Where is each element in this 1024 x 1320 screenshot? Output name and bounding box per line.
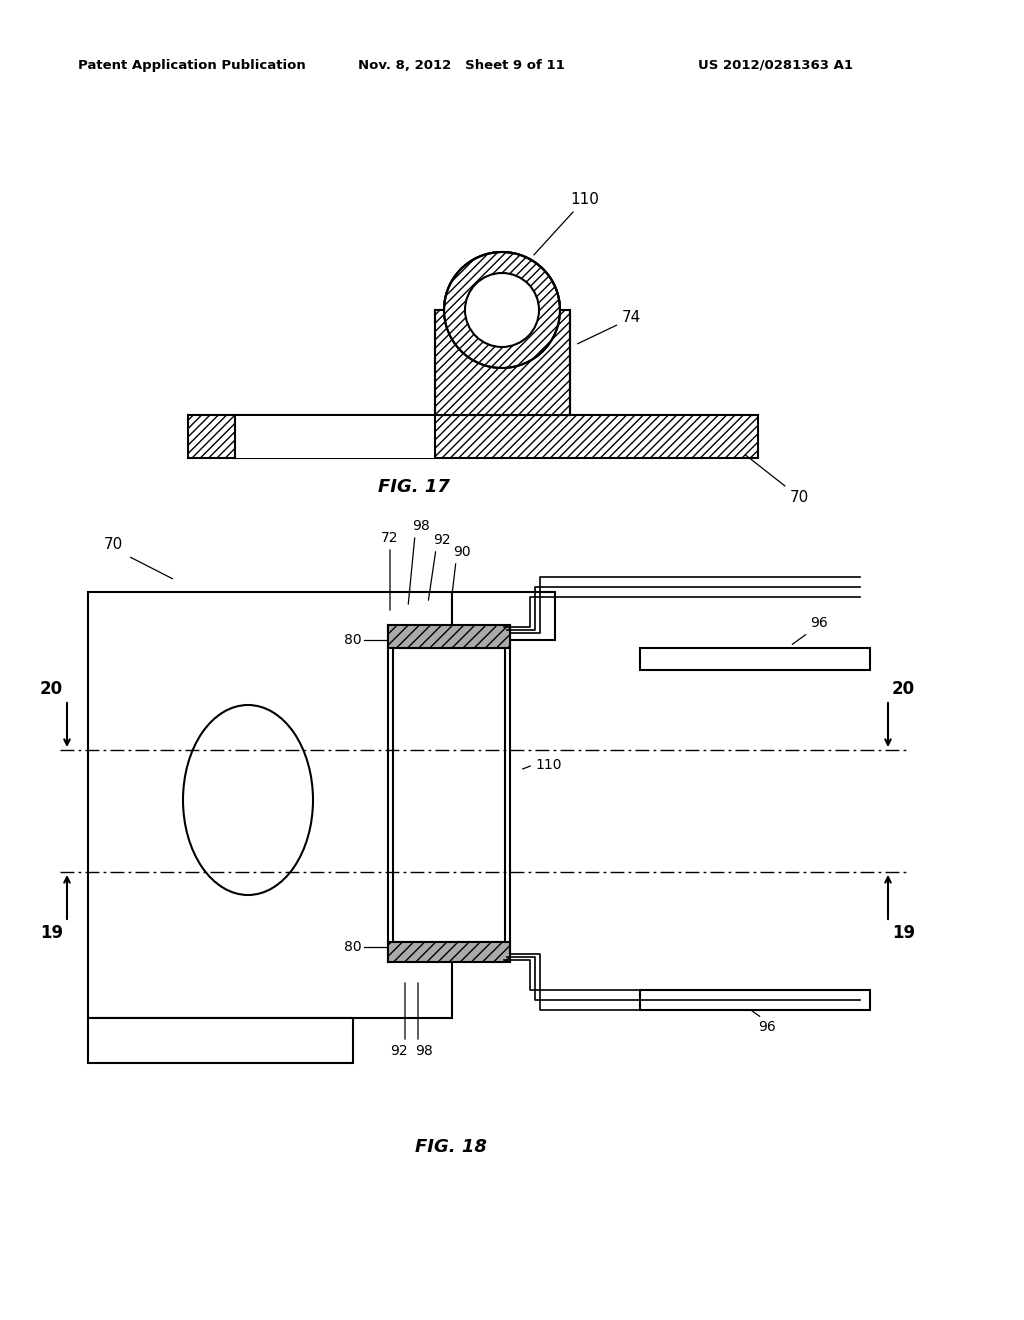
Text: 92: 92 [390, 1044, 408, 1059]
Bar [388, 942, 510, 962]
Text: 74: 74 [578, 310, 641, 343]
Bar [393, 648, 505, 942]
Text: 110: 110 [534, 191, 599, 255]
Text: 20: 20 [40, 680, 63, 698]
Circle shape [444, 252, 560, 368]
Text: 19: 19 [40, 924, 63, 942]
Text: 70: 70 [745, 454, 809, 506]
Text: 96: 96 [758, 1020, 776, 1034]
Bar [388, 624, 510, 648]
Text: 90: 90 [453, 545, 471, 558]
Text: 80: 80 [344, 634, 362, 647]
Text: FIG. 18: FIG. 18 [415, 1138, 486, 1156]
Text: 92: 92 [433, 533, 451, 546]
Text: 110: 110 [535, 758, 561, 772]
Bar [88, 1018, 353, 1063]
Bar [88, 591, 452, 1018]
Bar [435, 310, 570, 414]
Text: 98: 98 [412, 519, 430, 533]
Bar [640, 648, 870, 671]
Ellipse shape [183, 705, 313, 895]
Text: 70: 70 [104, 537, 123, 552]
Bar [188, 414, 758, 458]
Text: US 2012/0281363 A1: US 2012/0281363 A1 [698, 59, 853, 73]
Text: 98: 98 [415, 1044, 433, 1059]
Bar [234, 416, 435, 458]
Text: Nov. 8, 2012   Sheet 9 of 11: Nov. 8, 2012 Sheet 9 of 11 [358, 59, 565, 73]
Text: 96: 96 [810, 616, 827, 630]
Text: 19: 19 [892, 924, 915, 942]
Text: FIG. 17: FIG. 17 [378, 478, 450, 496]
Text: 80: 80 [344, 940, 362, 954]
Bar [640, 990, 870, 1010]
Text: 72: 72 [381, 531, 398, 545]
Text: 20: 20 [892, 680, 915, 698]
Circle shape [465, 273, 539, 347]
Bar [452, 591, 555, 640]
Text: Patent Application Publication: Patent Application Publication [78, 59, 306, 73]
